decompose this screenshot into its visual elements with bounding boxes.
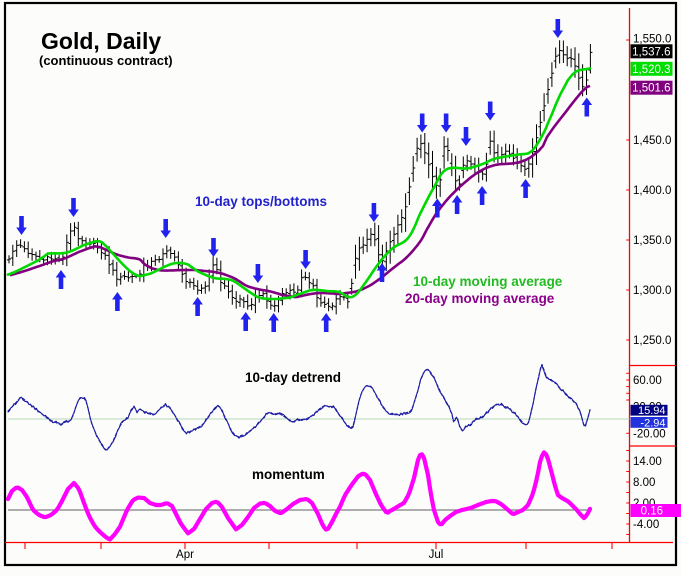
svg-text:1,537.6: 1,537.6 xyxy=(632,46,670,58)
svg-text:momentum: momentum xyxy=(252,467,325,482)
svg-text:1,450.0: 1,450.0 xyxy=(633,135,671,147)
svg-text:Jul: Jul xyxy=(429,549,444,561)
svg-text:1,350.0: 1,350.0 xyxy=(633,235,671,247)
svg-text:-2.94: -2.94 xyxy=(640,417,665,429)
svg-text:1,520.3: 1,520.3 xyxy=(632,64,670,76)
svg-text:10-day moving average: 10-day moving average xyxy=(413,274,563,289)
svg-text:10-day detrend: 10-day detrend xyxy=(245,370,341,385)
svg-text:1,501.6: 1,501.6 xyxy=(632,83,670,95)
svg-text:60.00: 60.00 xyxy=(633,375,662,387)
svg-text:-4.00: -4.00 xyxy=(633,519,659,531)
svg-text:-20.00: -20.00 xyxy=(633,428,666,440)
svg-text:8.00: 8.00 xyxy=(633,477,655,489)
svg-text:Gold, Daily: Gold, Daily xyxy=(41,28,161,54)
svg-text:0.16: 0.16 xyxy=(641,506,663,518)
svg-text:1,400.0: 1,400.0 xyxy=(633,185,671,197)
svg-text:10-day tops/bottoms: 10-day tops/bottoms xyxy=(195,194,327,209)
svg-text:1,550.0: 1,550.0 xyxy=(633,34,671,46)
svg-text:15.94: 15.94 xyxy=(638,405,666,417)
svg-text:1,300.0: 1,300.0 xyxy=(633,285,671,297)
svg-text:Apr: Apr xyxy=(176,549,194,561)
svg-text:14.00: 14.00 xyxy=(633,456,662,468)
svg-text:20-day moving average: 20-day moving average xyxy=(405,291,555,306)
svg-text:(continuous contract): (continuous contract) xyxy=(39,53,173,68)
svg-text:1,250.0: 1,250.0 xyxy=(633,335,671,347)
